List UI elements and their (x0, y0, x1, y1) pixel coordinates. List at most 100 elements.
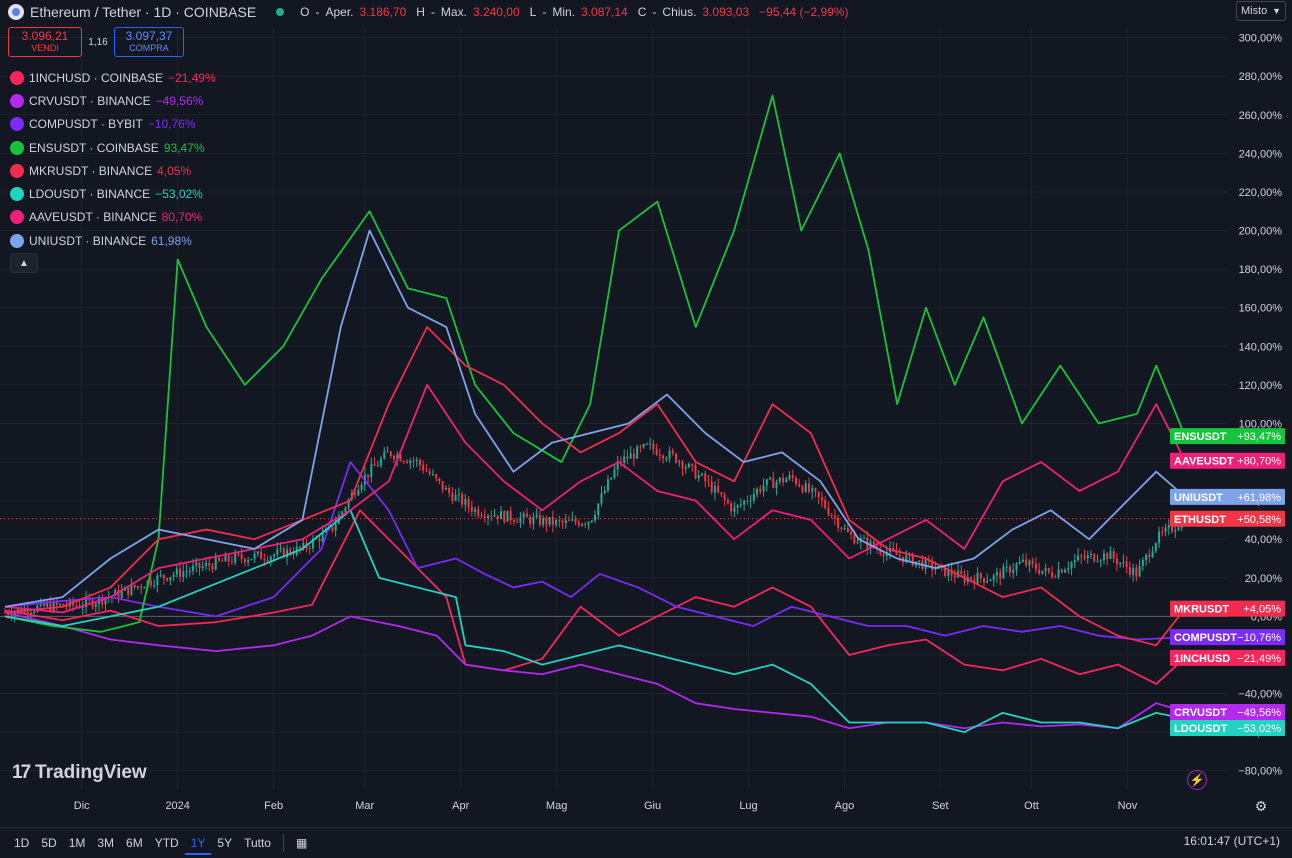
chart-grid (0, 28, 1228, 790)
eth-candle-body (882, 553, 885, 557)
legend-value: −53,02% (155, 187, 203, 202)
eth-candle-body (785, 479, 788, 483)
eth-candle-body (480, 515, 483, 517)
eth-candle-body (551, 516, 554, 525)
chart-header: Ethereum / Tether · 1D · COINBASE O- Ape… (8, 3, 853, 21)
coin-logo-icon (10, 187, 24, 202)
eth-candle-body (208, 562, 211, 566)
eth-candle-body (516, 521, 519, 523)
eth-candle-body (934, 568, 937, 570)
eth-candle-body (487, 515, 490, 518)
eth-candle-body (253, 553, 256, 559)
collapse-legend-button[interactable]: ▲ (10, 253, 38, 273)
legend-item-aaveusdt[interactable]: AAVEUSDT · BINANCE 80,70% (10, 206, 216, 229)
eth-candle-body (1164, 527, 1167, 533)
eth-candle-body (979, 573, 982, 579)
legend-symbol: UNIUSDT · BINANCE (29, 233, 147, 248)
legend-item-ldousdt[interactable]: LDOUSDT · BINANCE −53,02% (10, 182, 216, 205)
scale-mode-label: Misto (1241, 5, 1268, 17)
eth-candle-body (632, 453, 635, 459)
buy-button[interactable]: 3.097,37 COMPRA (114, 27, 184, 57)
legend-item-uniusdt[interactable]: UNIUSDT · BINANCE 61,98% (10, 229, 216, 252)
timeframe-6m[interactable]: 6M (126, 836, 143, 850)
eth-candle-body (143, 587, 146, 589)
eth-candle-body (120, 590, 123, 598)
y-tick-label: 260,00% (1239, 110, 1283, 122)
timeframe-1d[interactable]: 1D (14, 836, 30, 850)
sell-button[interactable]: 3.096,21 VENDI (8, 27, 82, 57)
eth-candle-body (506, 510, 509, 522)
price-badge-ldousdt: LDOUSDT −53,02% (1170, 719, 1285, 736)
legend-item-crvusdt[interactable]: CRVUSDT · BINANCE −49,56% (10, 89, 216, 112)
eth-candle-body (759, 488, 762, 492)
badge-symbol: LDOUSDT (1174, 723, 1227, 735)
eth-candle-body (804, 483, 807, 492)
eth-candle-body (240, 554, 243, 559)
symbol-title[interactable]: Ethereum / Tether · 1D · COINBASE (30, 4, 257, 20)
timeframe-5d[interactable]: 5D (41, 836, 57, 850)
legend-item-1inchusd[interactable]: 1INCHUSD · COINBASE −21,49% (10, 66, 216, 89)
eth-candle-body (973, 579, 976, 584)
eth-candle-body (292, 553, 295, 555)
eth-candle-body (538, 515, 541, 525)
eth-candle-body (801, 486, 804, 492)
gear-icon[interactable]: ⚙ (1254, 797, 1268, 814)
eth-candle-body (1115, 558, 1118, 565)
eth-candle-body (428, 471, 431, 475)
eth-candle-body (1015, 563, 1018, 570)
eth-candle-body (237, 553, 240, 555)
legend-symbol: 1INCHUSD · COINBASE (29, 70, 164, 85)
eth-candle-body (344, 507, 347, 512)
legend-item-mkrusdt[interactable]: MKRUSDT · BINANCE 4,05% (10, 159, 216, 182)
low-prefix: Min. (552, 5, 576, 19)
eth-candle-body (642, 443, 645, 448)
legend-item-ensusdt[interactable]: ENSUSDT · COINBASE 93,47% (10, 136, 216, 159)
badge-bg (1170, 629, 1285, 646)
eth-candle-body (94, 603, 97, 608)
eth-candle-body (42, 601, 45, 607)
eth-candle-body (1034, 563, 1037, 570)
eth-candle-body (81, 607, 84, 609)
eth-candle-body (1119, 562, 1122, 565)
eth-candle-body (529, 517, 532, 524)
eth-candle-body (499, 511, 502, 520)
eth-candle-body (892, 547, 895, 551)
x-tick-label: Set (932, 800, 949, 812)
timeframe-1y[interactable]: 1Y (184, 833, 212, 855)
series-line-crvusdt (4, 611, 1186, 730)
eth-candle-body (153, 585, 156, 587)
eth-candle-body (1012, 569, 1015, 573)
series-line-mkrusdt (4, 326, 1186, 647)
legend-item-compusdt[interactable]: COMPUSDT · BYBIT −10,76% (10, 113, 216, 136)
eth-candle-body (188, 570, 191, 572)
timeframe-5y[interactable]: 5Y (217, 836, 233, 850)
eth-candle-body (104, 598, 107, 605)
clock[interactable]: 16:01:47 (UTC+1) (1183, 834, 1280, 848)
eth-candle-body (367, 474, 370, 478)
eth-candle-body (778, 477, 781, 482)
date-range-icon[interactable]: ▦ (295, 836, 308, 850)
lightning-icon[interactable]: ⚡ (1187, 770, 1207, 790)
series-line-ldousdt (4, 509, 1186, 734)
eth-candle-body (1128, 567, 1131, 575)
eth-candle-body (616, 461, 619, 470)
timeframe-3m[interactable]: 3M (97, 836, 115, 850)
eth-candle-body (1018, 561, 1021, 564)
scale-mode-select[interactable]: Misto ▼ (1236, 1, 1286, 21)
eth-candle-body (905, 555, 908, 563)
eth-candle-body (211, 565, 214, 570)
eth-candle-body (584, 523, 587, 525)
eth-candle-body (525, 513, 528, 518)
timeframe-ytd[interactable]: YTD (154, 836, 179, 850)
eth-candle-body (496, 515, 499, 520)
timeframe-tutto[interactable]: Tutto (244, 836, 271, 850)
eth-candle-body (1041, 570, 1044, 574)
eth-candle-body (62, 604, 65, 607)
eth-candle-body (992, 575, 995, 581)
badge-bg (1170, 703, 1285, 720)
eth-candle-body (1167, 525, 1170, 528)
eth-candle-body (243, 558, 246, 563)
badge-symbol: MKRUSDT (1174, 604, 1229, 616)
timeframe-1m[interactable]: 1M (68, 836, 86, 850)
